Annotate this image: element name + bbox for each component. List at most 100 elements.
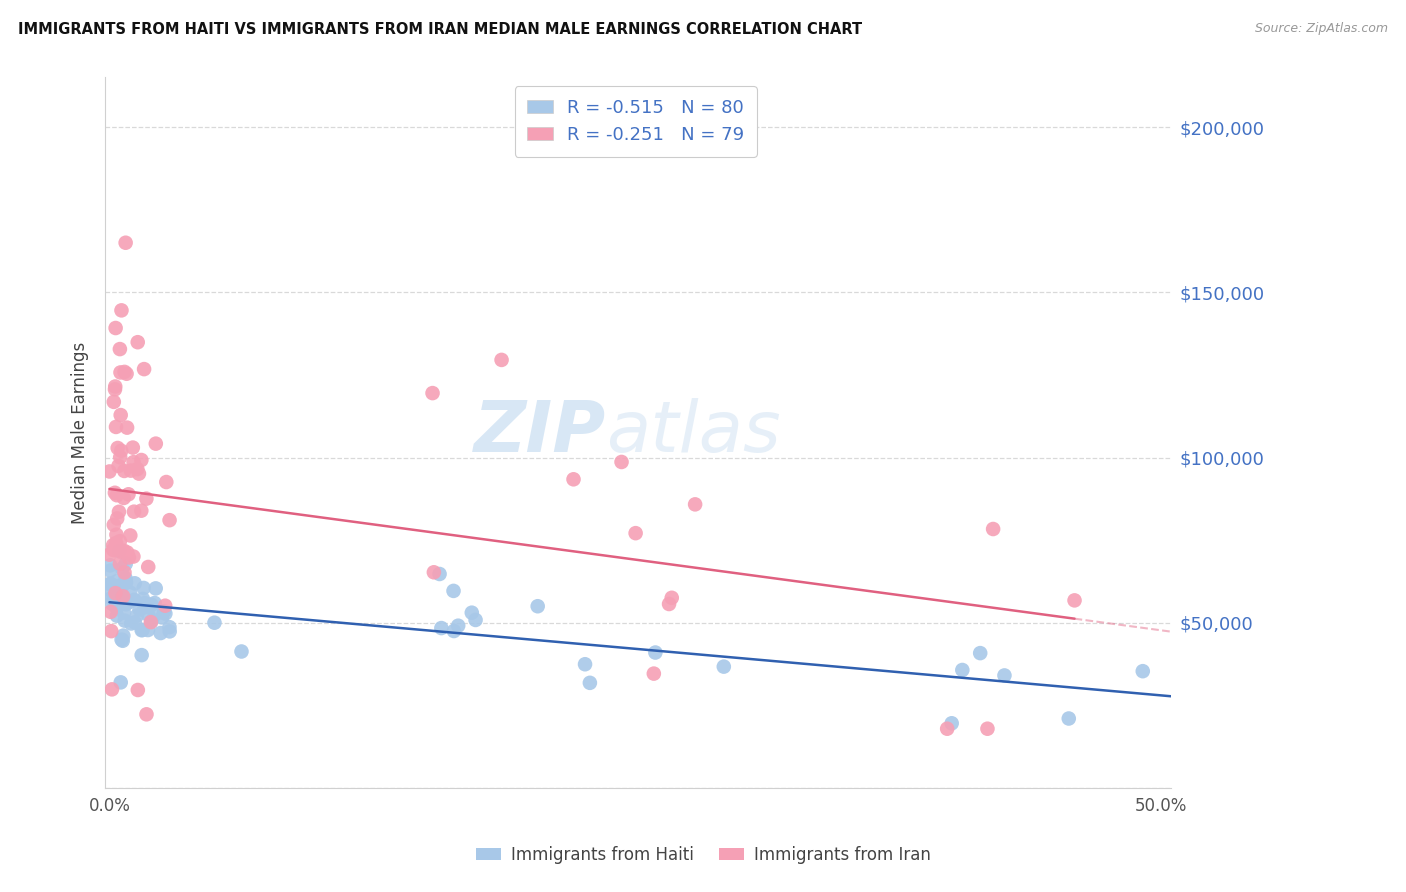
Point xyxy=(155,475,177,489)
Point xyxy=(117,545,139,559)
Point xyxy=(574,657,596,672)
Point xyxy=(231,644,253,658)
Point xyxy=(136,607,159,622)
Point xyxy=(111,578,134,592)
Point xyxy=(120,464,142,478)
Point xyxy=(115,575,138,590)
Point xyxy=(430,621,453,635)
Point xyxy=(1191,692,1213,706)
Point xyxy=(423,566,446,580)
Point xyxy=(105,586,128,600)
Point xyxy=(110,582,132,597)
Point xyxy=(104,543,127,558)
Point xyxy=(464,613,486,627)
Point xyxy=(135,491,157,506)
Point xyxy=(101,542,124,557)
Point xyxy=(100,605,122,619)
Y-axis label: Median Male Earnings: Median Male Earnings xyxy=(72,342,89,524)
Point xyxy=(104,579,127,593)
Point xyxy=(159,620,181,634)
Point xyxy=(103,592,125,607)
Point xyxy=(150,610,173,624)
Point xyxy=(110,544,132,558)
Point xyxy=(104,321,127,335)
Point xyxy=(120,585,142,599)
Point xyxy=(159,513,181,527)
Point xyxy=(118,550,141,565)
Point xyxy=(153,599,176,613)
Point xyxy=(101,682,124,697)
Point xyxy=(110,632,132,647)
Point xyxy=(131,453,153,467)
Point xyxy=(114,235,136,250)
Point xyxy=(98,548,121,562)
Point xyxy=(124,615,146,630)
Point xyxy=(104,485,127,500)
Point xyxy=(112,629,135,643)
Point xyxy=(114,557,136,571)
Point xyxy=(153,604,176,618)
Point xyxy=(155,607,177,621)
Point xyxy=(644,646,666,660)
Point xyxy=(100,583,122,598)
Point xyxy=(422,386,444,401)
Point xyxy=(125,608,148,623)
Point xyxy=(1063,593,1085,607)
Point xyxy=(145,582,167,596)
Point xyxy=(104,420,127,434)
Point xyxy=(624,526,647,541)
Point xyxy=(610,455,633,469)
Point xyxy=(122,592,145,607)
Point xyxy=(981,522,1004,536)
Point xyxy=(105,600,128,615)
Point xyxy=(110,675,132,690)
Text: ZIP: ZIP xyxy=(474,399,606,467)
Point xyxy=(443,583,465,598)
Point xyxy=(111,562,134,576)
Point xyxy=(139,615,162,629)
Point xyxy=(950,663,973,677)
Point xyxy=(128,602,150,616)
Point xyxy=(108,505,131,519)
Point xyxy=(122,455,145,469)
Point xyxy=(461,606,484,620)
Point xyxy=(120,616,142,631)
Text: atlas: atlas xyxy=(606,399,780,467)
Point xyxy=(143,596,166,610)
Text: IMMIGRANTS FROM HAITI VS IMMIGRANTS FROM IRAN MEDIAN MALE EARNINGS CORRELATION C: IMMIGRANTS FROM HAITI VS IMMIGRANTS FROM… xyxy=(18,22,862,37)
Point xyxy=(105,488,128,502)
Point xyxy=(447,618,470,632)
Point xyxy=(131,648,153,662)
Point xyxy=(100,577,122,591)
Point xyxy=(104,382,127,396)
Point xyxy=(110,408,132,422)
Point xyxy=(145,436,167,450)
Point xyxy=(204,615,226,630)
Point xyxy=(149,626,172,640)
Point xyxy=(105,536,128,550)
Point xyxy=(110,303,132,318)
Point xyxy=(110,443,132,458)
Point xyxy=(114,572,136,586)
Point xyxy=(114,566,136,580)
Point xyxy=(115,598,138,612)
Point xyxy=(131,624,153,638)
Point xyxy=(159,624,181,639)
Point xyxy=(114,365,136,379)
Point xyxy=(579,676,602,690)
Text: Source: ZipAtlas.com: Source: ZipAtlas.com xyxy=(1254,22,1388,36)
Point xyxy=(108,544,131,558)
Point xyxy=(103,517,125,532)
Point xyxy=(100,624,122,639)
Point xyxy=(429,566,451,581)
Point xyxy=(135,707,157,722)
Point xyxy=(132,591,155,606)
Point xyxy=(115,367,138,381)
Point xyxy=(526,599,548,614)
Point xyxy=(127,683,149,698)
Point xyxy=(107,441,129,455)
Point xyxy=(121,441,143,455)
Point xyxy=(110,450,132,465)
Legend: R = -0.515   N = 80, R = -0.251   N = 79: R = -0.515 N = 80, R = -0.251 N = 79 xyxy=(515,87,756,157)
Point xyxy=(112,589,135,603)
